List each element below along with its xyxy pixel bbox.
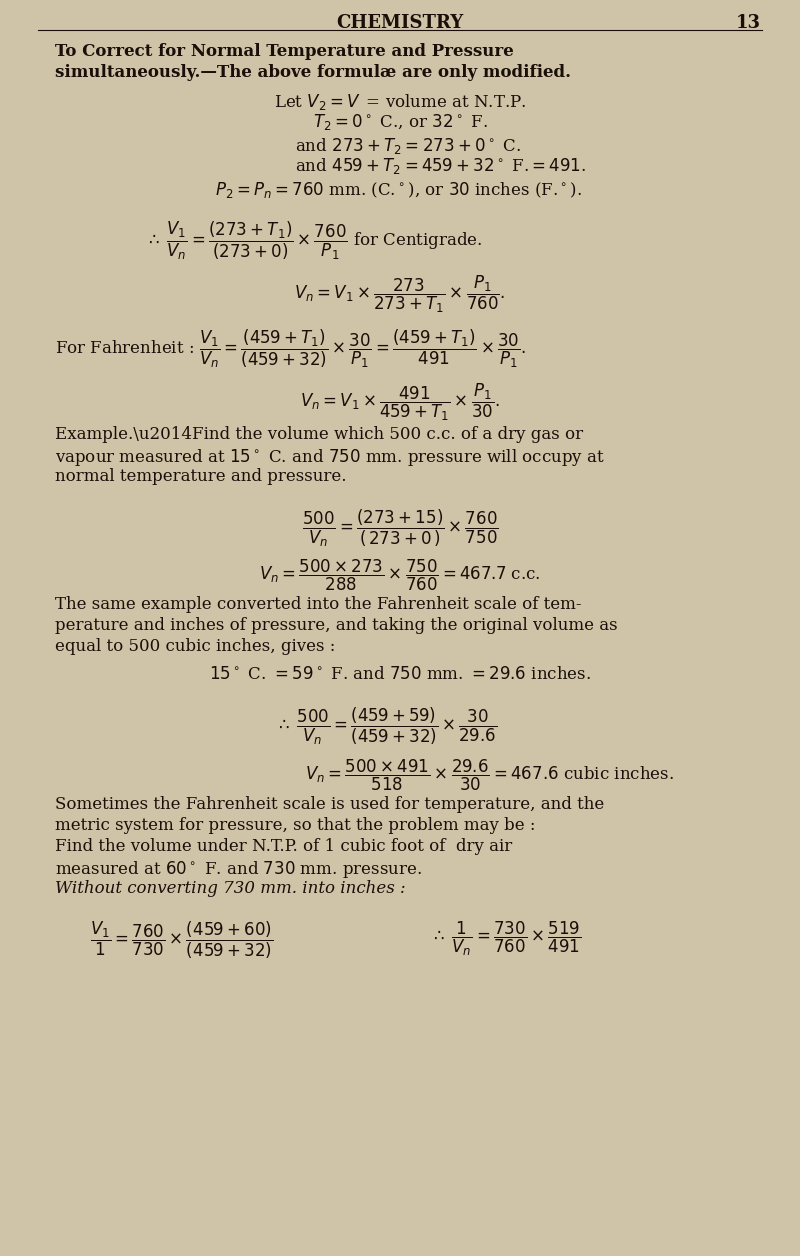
Text: To Correct for Normal Temperature and Pressure: To Correct for Normal Temperature and Pr… — [55, 43, 514, 60]
Text: normal temperature and pressure.: normal temperature and pressure. — [55, 468, 346, 485]
Text: and $459+T_2=459+32^\circ$ F.$=491$.: and $459+T_2=459+32^\circ$ F.$=491$. — [295, 156, 586, 176]
Text: $\therefore\;\dfrac{500}{V_n}=\dfrac{(459+59)}{(459+32)}\times\dfrac{30}{29.6}$: $\therefore\;\dfrac{500}{V_n}=\dfrac{(45… — [275, 706, 498, 747]
Text: $\therefore\;\dfrac{1}{V_n}=\dfrac{730}{760}\times\dfrac{519}{491}$: $\therefore\;\dfrac{1}{V_n}=\dfrac{730}{… — [430, 919, 582, 958]
Text: $V_n=V_1\times\dfrac{273}{273+T_1}\times\dfrac{P_1}{760}.$: $V_n=V_1\times\dfrac{273}{273+T_1}\times… — [294, 274, 506, 315]
Text: For Fahrenheit : $\dfrac{V_1}{V_n}=\dfrac{(459+T_1)}{(459+32)}\times\dfrac{30}{P: For Fahrenheit : $\dfrac{V_1}{V_n}=\dfra… — [55, 328, 526, 371]
Text: Find the volume under N.T.P. of 1 cubic foot of  dry air: Find the volume under N.T.P. of 1 cubic … — [55, 838, 512, 855]
Text: The same example converted into the Fahrenheit scale of tem-: The same example converted into the Fahr… — [55, 597, 582, 613]
Text: CHEMISTRY: CHEMISTRY — [336, 14, 464, 31]
Text: equal to 500 cubic inches, gives :: equal to 500 cubic inches, gives : — [55, 638, 335, 654]
Text: simultaneously.—The above formulæ are only modified.: simultaneously.—The above formulæ are on… — [55, 64, 571, 80]
Text: $\therefore\;\dfrac{V_1}{V_n}=\dfrac{(273+T_1)}{(273+0)}\times\dfrac{760}{P_1}$ : $\therefore\;\dfrac{V_1}{V_n}=\dfrac{(27… — [145, 220, 482, 263]
Text: $\dfrac{V_1}{1}=\dfrac{760}{730}\times\dfrac{(459+60)}{(459+32)}$: $\dfrac{V_1}{1}=\dfrac{760}{730}\times\d… — [90, 919, 274, 961]
Text: $V_n=V_1\times\dfrac{491}{459+T_1}\times\dfrac{P_1}{30}.$: $V_n=V_1\times\dfrac{491}{459+T_1}\times… — [300, 382, 500, 423]
Text: and $273+T_2=273+0^\circ$ C.: and $273+T_2=273+0^\circ$ C. — [295, 136, 521, 156]
Text: perature and inches of pressure, and taking the original volume as: perature and inches of pressure, and tak… — [55, 617, 618, 634]
Text: Without converting 730 mm. into inches :: Without converting 730 mm. into inches : — [55, 880, 406, 897]
Text: measured at $60^\circ$ F. and $730$ mm. pressure.: measured at $60^\circ$ F. and $730$ mm. … — [55, 859, 422, 880]
Text: $P_2=P_n=760$ mm. (C.$^\circ$), or $30$ inches (F.$^\circ$).: $P_2=P_n=760$ mm. (C.$^\circ$), or $30$ … — [215, 180, 582, 200]
Text: vapour measured at $15^\circ$ C. and $750$ mm. pressure will occupy at: vapour measured at $15^\circ$ C. and $75… — [55, 447, 605, 468]
Text: Sometimes the Fahrenheit scale is used for temperature, and the: Sometimes the Fahrenheit scale is used f… — [55, 796, 604, 813]
Text: Example.\u2014Find the volume which 500 c.c. of a dry gas or: Example.\u2014Find the volume which 500 … — [55, 426, 583, 443]
Text: $15^\circ$ C. $=59^\circ$ F. and $750$ mm. $=29.6$ inches.: $15^\circ$ C. $=59^\circ$ F. and $750$ m… — [209, 666, 591, 683]
Text: $\dfrac{500}{V_n}=\dfrac{(273+15)}{(\,273+0\,)}\times\dfrac{760}{750}$: $\dfrac{500}{V_n}=\dfrac{(273+15)}{(\,27… — [302, 507, 498, 549]
Text: metric system for pressure, so that the problem may be :: metric system for pressure, so that the … — [55, 816, 535, 834]
Text: $V_n=\dfrac{500\times491}{518}\times\dfrac{29.6}{30}=467.6$ cubic inches.: $V_n=\dfrac{500\times491}{518}\times\dfr… — [305, 759, 674, 794]
Text: Let $V_2=V\,$ = volume at N.T.P.: Let $V_2=V\,$ = volume at N.T.P. — [274, 92, 526, 112]
Text: $T_2=0^\circ$ C., or $32^\circ$ F.: $T_2=0^\circ$ C., or $32^\circ$ F. — [313, 112, 487, 132]
Text: 13: 13 — [735, 14, 761, 31]
Text: $V_n=\dfrac{500\times273}{288}\times\dfrac{750}{760}=467.7$ c.c.: $V_n=\dfrac{500\times273}{288}\times\dfr… — [259, 558, 541, 593]
